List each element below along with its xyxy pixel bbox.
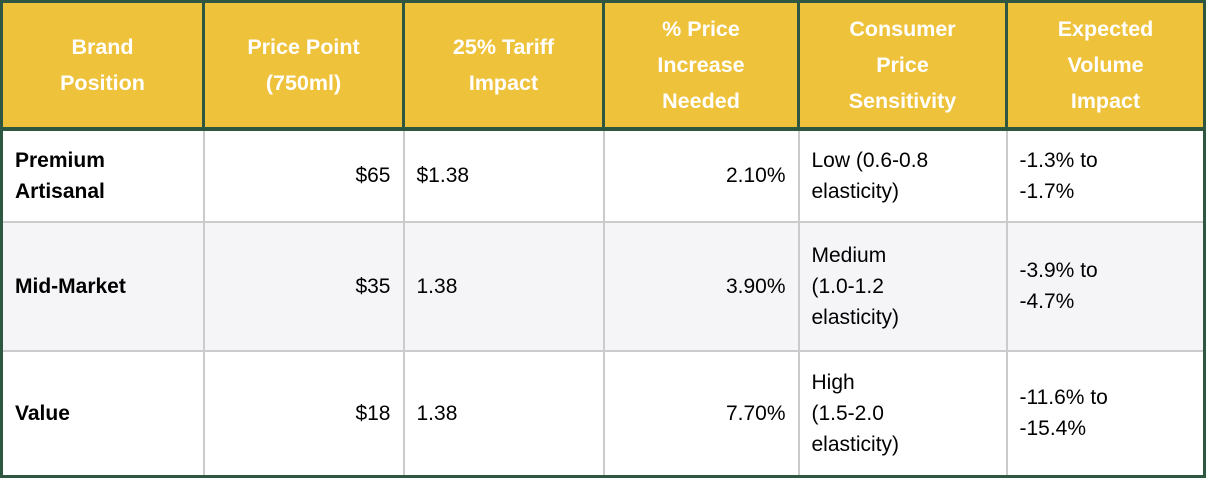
cell-tariff-impact: $1.38 [402, 127, 605, 223]
header-row: Brand Position Price Point (750ml) 25% T… [0, 0, 1206, 131]
cell-volume-impact: -3.9% to -4.7% [1005, 220, 1206, 352]
cell-brand-position: Mid-Market [0, 220, 205, 352]
header-cell-brand-position: Brand Position [0, 0, 205, 131]
header-cell-consumer-price-sensitivity: Consumer Price Sensitivity [797, 0, 1008, 131]
cell-tariff-impact: 1.38 [402, 220, 605, 352]
cell-price-sensitivity: Low (0.6-0.8 elasticity) [797, 127, 1008, 223]
cell-brand-position: Value [0, 349, 205, 478]
table-row-premium-artisanal: Premium Artisanal $65 $1.38 2.10% Low (0… [0, 127, 1206, 223]
cell-price-increase-needed: 2.10% [602, 127, 800, 223]
cell-price-sensitivity: High (1.5-2.0 elasticity) [797, 349, 1008, 478]
cell-price-point: $65 [202, 127, 405, 223]
cell-volume-impact: -1.3% to -1.7% [1005, 127, 1206, 223]
header-cell-tariff-impact: 25% Tariff Impact [402, 0, 605, 131]
header-cell-expected-volume-impact: Expected Volume Impact [1005, 0, 1206, 131]
table-row-value: Value $18 1.38 7.70% High (1.5-2.0 elast… [0, 349, 1206, 478]
cell-tariff-impact: 1.38 [402, 349, 605, 478]
header-cell-price-increase-needed: % Price Increase Needed [602, 0, 800, 131]
cell-price-sensitivity: Medium (1.0-1.2 elasticity) [797, 220, 1008, 352]
cell-brand-position: Premium Artisanal [0, 127, 205, 223]
header-cell-price-point: Price Point (750ml) [202, 0, 405, 131]
cell-volume-impact: -11.6% to -15.4% [1005, 349, 1206, 478]
table-row-mid-market: Mid-Market $35 1.38 3.90% Medium (1.0-1.… [0, 220, 1206, 352]
cell-price-point: $35 [202, 220, 405, 352]
cell-price-point: $18 [202, 349, 405, 478]
cell-price-increase-needed: 7.70% [602, 349, 800, 478]
cell-price-increase-needed: 3.90% [602, 220, 800, 352]
